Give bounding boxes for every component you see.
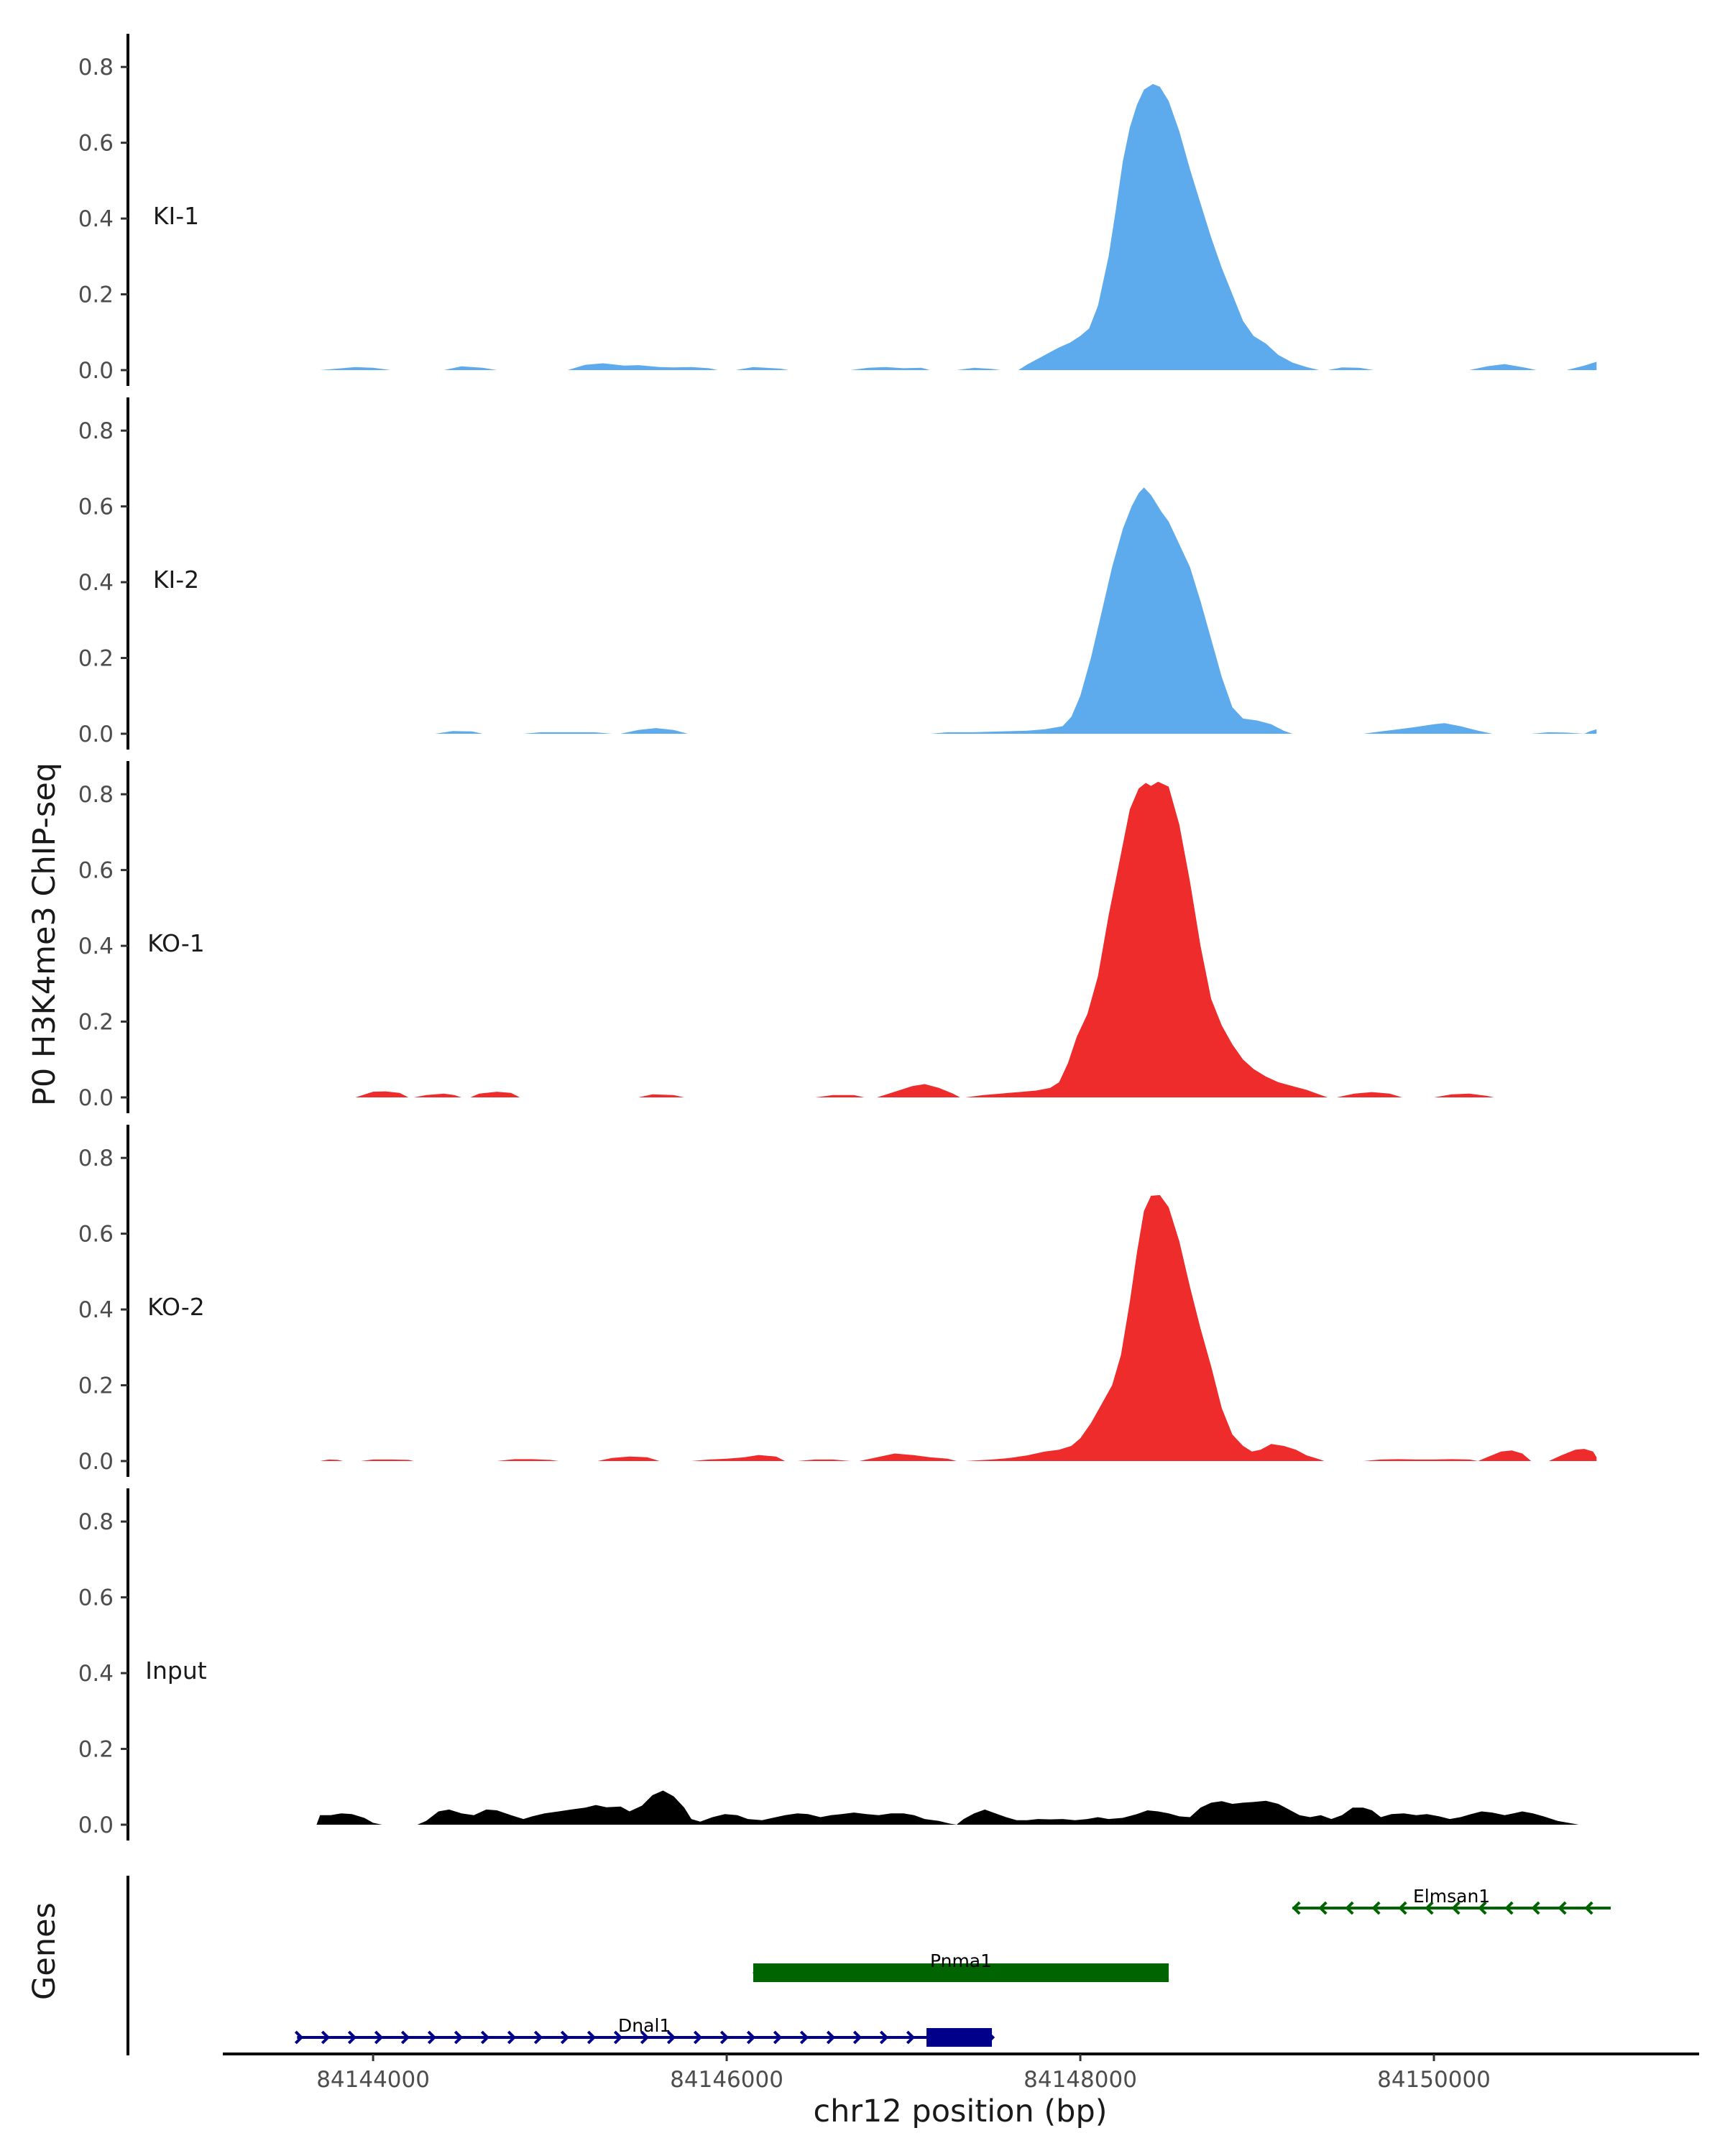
- strand-arrow: [773, 2030, 783, 2045]
- track-label: Input: [145, 1657, 207, 1685]
- y-tick-label: 0.0: [78, 358, 114, 384]
- strand-arrow: [400, 2030, 410, 2045]
- y-tick-label: 0.6: [78, 1222, 114, 1248]
- y-tick-label: 0.0: [78, 1085, 114, 1111]
- x-tick-label: 84150000: [1377, 2067, 1491, 2093]
- strand-arrow: [480, 2030, 490, 2045]
- strand-arrow: [1531, 1901, 1540, 1915]
- y-tick-label: 0.2: [78, 282, 114, 308]
- x-axis: 84144000 84146000 84148000 84150000: [223, 2053, 1699, 2093]
- strand-arrow: [1425, 1901, 1434, 1915]
- y-tick-label: 0.4: [78, 1661, 114, 1687]
- strand-arrow: [666, 2030, 676, 2045]
- track-label: KI-1: [153, 202, 199, 230]
- y-tick-label: 0.0: [78, 1812, 114, 1838]
- strand-arrow: [1318, 1901, 1328, 1915]
- strand-arrow: [719, 2030, 730, 2045]
- strand-arrow: [1478, 1901, 1487, 1915]
- track-input: 0.0 0.2 0.4 0.6 0.8 Input: [78, 1488, 1579, 1841]
- strand-arrow: [507, 2030, 517, 2045]
- strand-arrow: [906, 2030, 916, 2045]
- y-axis-title: P0 H3K4me3 ChIP-seq: [27, 763, 63, 1106]
- track-ko-1: 0.0 0.2 0.4 0.6 0.8 KO-1: [78, 761, 1494, 1113]
- strand-arrow: [1451, 1901, 1460, 1915]
- strand-arrow: [852, 2030, 862, 2045]
- y-tick-label: 0.2: [78, 646, 114, 672]
- gene-exon: [926, 2028, 993, 2047]
- y-tick-label: 0.2: [78, 1373, 114, 1399]
- gene-label: Dnal1: [618, 2015, 671, 2036]
- y-tick-label: 0.6: [78, 858, 114, 884]
- y-tick-label: 0.4: [78, 570, 114, 596]
- track-ki-1: 0.0 0.2 0.4 0.6 0.8 KI-1: [78, 34, 1597, 386]
- track-ko-2: 0.0 0.2 0.4 0.6 0.8 KO-2: [78, 1125, 1597, 1477]
- y-tick-label: 0.2: [78, 1737, 114, 1763]
- strand-arrow: [640, 2030, 650, 2045]
- x-tick-label: 84144000: [316, 2067, 430, 2093]
- gene-label: Elmsan1: [1413, 1886, 1490, 1907]
- y-tick-label: 0.8: [78, 1146, 114, 1171]
- x-tick-label: 84148000: [1024, 2067, 1137, 2093]
- x-axis-title: chr12 position (bp): [813, 2093, 1107, 2129]
- strand-arrow: [374, 2030, 384, 2045]
- strand-arrow: [1398, 1901, 1407, 1915]
- strand-arrow: [1292, 1901, 1301, 1915]
- strand-arrow: [1345, 1901, 1354, 1915]
- genes-panel-title: Genes: [27, 1902, 63, 2000]
- y-tick-label: 0.8: [78, 55, 114, 80]
- strand-arrow: [613, 2030, 623, 2045]
- track-ki-2: 0.0 0.2 0.4 0.6 0.8 KI-2: [78, 397, 1597, 750]
- y-tick-label: 0.6: [78, 1585, 114, 1611]
- track-label: KO-2: [147, 1293, 205, 1321]
- strand-arrow: [1504, 1901, 1514, 1915]
- y-tick-label: 0.4: [78, 934, 114, 959]
- y-tick-label: 0.6: [78, 494, 114, 520]
- gene-elmsan1: Elmsan1: [1292, 1886, 1611, 1915]
- gene-pnma1: Pnma1: [753, 1950, 1169, 1982]
- strand-arrow: [799, 2030, 809, 2045]
- strand-arrow: [693, 2030, 703, 2045]
- track-label: KI-2: [153, 566, 199, 594]
- y-tick-label: 0.4: [78, 206, 114, 232]
- signal-area-ko-1: [355, 781, 1494, 1097]
- signal-tracks: 0.00.20.40.60.8KI-10.00.20.40.60.8KI-20.…: [78, 34, 1597, 1841]
- strand-arrow: [321, 2030, 331, 2045]
- strand-arrow: [1584, 1901, 1593, 1915]
- y-tick-label: 0.0: [78, 722, 114, 747]
- gene-dnal1: Dnal1: [294, 2015, 995, 2047]
- y-tick-label: 0.6: [78, 131, 114, 157]
- strand-arrow: [294, 2030, 304, 2045]
- signal-area-input: [316, 1790, 1579, 1825]
- strand-arrow: [879, 2030, 889, 2045]
- y-tick-label: 0.8: [78, 418, 114, 444]
- y-tick-label: 0.2: [78, 1010, 114, 1036]
- x-tick-label: 84146000: [670, 2067, 783, 2093]
- strand-arrow: [1558, 1901, 1567, 1915]
- strand-arrow: [454, 2030, 464, 2045]
- y-tick-label: 0.4: [78, 1297, 114, 1323]
- gene-exon: [753, 1963, 1169, 1982]
- strand-arrow: [826, 2030, 836, 2045]
- y-tick-label: 0.8: [78, 782, 114, 808]
- strand-arrow: [560, 2030, 570, 2045]
- gene-label: Pnma1: [930, 1950, 992, 1971]
- strand-arrow: [1371, 1901, 1381, 1915]
- strand-arrow: [427, 2030, 437, 2045]
- strand-arrow: [533, 2030, 543, 2045]
- y-tick-label: 0.8: [78, 1509, 114, 1535]
- strand-arrow: [746, 2030, 756, 2045]
- strand-arrow: [347, 2030, 357, 2045]
- strand-arrow: [586, 2030, 597, 2045]
- track-label: KO-1: [147, 929, 205, 957]
- gene-annotation-track: Elmsan1 Pnma1 Dnal1: [126, 1876, 1611, 2055]
- y-tick-label: 0.0: [78, 1449, 114, 1475]
